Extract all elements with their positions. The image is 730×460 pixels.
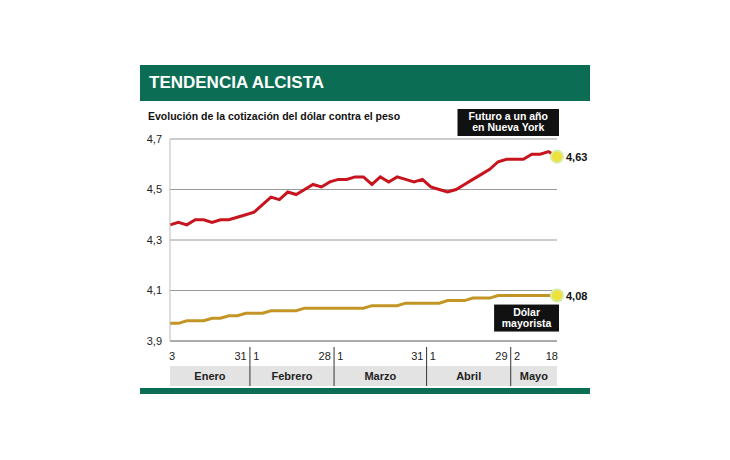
svg-text:4,5: 4,5 <box>147 183 162 195</box>
svg-text:4,08: 4,08 <box>566 290 587 302</box>
svg-text:4,7: 4,7 <box>147 133 162 145</box>
svg-text:4,1: 4,1 <box>147 284 162 296</box>
html-text:TENDENCIA ALCISTA: TENDENCIA ALCISTA <box>149 73 324 92</box>
svg-text:2: 2 <box>514 350 520 362</box>
svg-text:Mayo: Mayo <box>520 370 548 382</box>
svg-text:Abril: Abril <box>456 370 481 382</box>
svg-text:4,63: 4,63 <box>566 151 587 163</box>
svg-text:3,9: 3,9 <box>147 335 162 347</box>
svg-text:1: 1 <box>337 350 343 362</box>
svg-text:Enero: Enero <box>194 370 225 382</box>
svg-text:Dólar: Dólar <box>513 305 540 318</box>
svg-text:31: 31 <box>234 350 246 362</box>
svg-text:en Nueva York: en Nueva York <box>472 121 544 133</box>
svg-text:18: 18 <box>546 350 558 362</box>
svg-text:4,3: 4,3 <box>147 234 162 246</box>
svg-text:Marzo: Marzo <box>364 370 396 382</box>
html-text:Evolución de la cotización del: Evolución de la cotización del dólar con… <box>148 110 401 122</box>
svg-text:28: 28 <box>319 350 331 362</box>
svg-text:mayorista: mayorista <box>502 317 552 329</box>
svg-text:1: 1 <box>253 350 259 362</box>
svg-text:31: 31 <box>411 350 423 362</box>
svg-text:Futuro a un año: Futuro a un año <box>468 110 548 122</box>
svg-text:3: 3 <box>169 350 175 362</box>
svg-text:1: 1 <box>430 350 436 362</box>
svg-text:29: 29 <box>495 350 507 362</box>
svg-text:Febrero: Febrero <box>272 370 313 382</box>
